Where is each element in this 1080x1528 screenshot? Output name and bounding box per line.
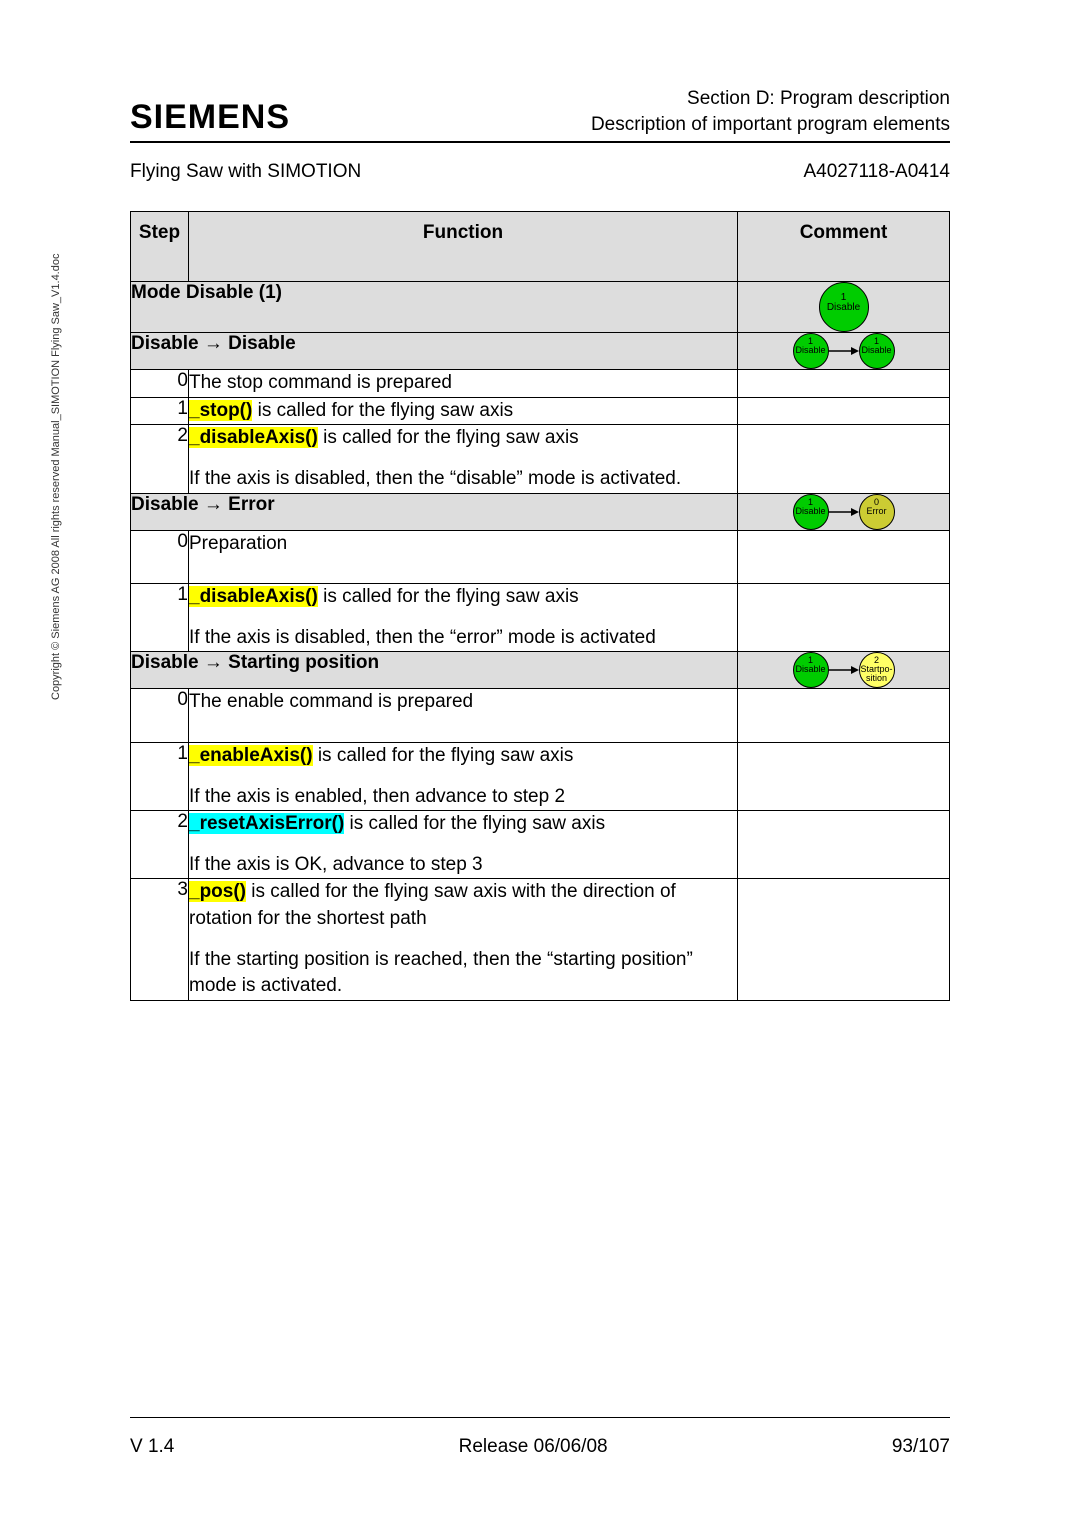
- table-row: 2_resetAxisError() is called for the fly…: [131, 811, 950, 879]
- section-header-row: Mode Disable (1) 1Disable: [131, 282, 950, 333]
- function-cell: _disableAxis() is called for the flying …: [189, 584, 738, 652]
- comment-cell: [738, 584, 950, 652]
- step-number: 2: [131, 425, 189, 493]
- footer-version: V 1.4: [130, 1436, 174, 1458]
- main-table: Step Function Comment Mode Disable (1)1D…: [130, 211, 950, 1001]
- comment-cell: [738, 370, 950, 398]
- section-label: Disable → Starting position: [131, 652, 738, 689]
- comment-cell: [738, 530, 950, 584]
- state-node: 1Disable: [859, 333, 895, 369]
- section-label: Disable → Error: [131, 493, 738, 530]
- table-row: 1_disableAxis() is called for the flying…: [131, 584, 950, 652]
- state-node: 1Disable: [793, 494, 829, 530]
- comment-cell: [738, 425, 950, 493]
- subheader: Flying Saw with SIMOTION A4027118-A0414: [130, 161, 950, 183]
- arrow-icon: [829, 506, 859, 518]
- section-header-row: Disable → Error1Disable 0Error: [131, 493, 950, 530]
- section-diagram: 1Disable 2Startpo-sition: [738, 652, 950, 689]
- page: Copyright © Siemens AG 2008 All rights r…: [0, 0, 1080, 1528]
- footer-release: Release 06/06/08: [459, 1436, 608, 1458]
- table-row: 2_disableAxis() is called for the flying…: [131, 425, 950, 493]
- function-cell: _pos() is called for the flying saw axis…: [189, 879, 738, 1000]
- table-row: 3_pos() is called for the flying saw axi…: [131, 879, 950, 1000]
- section-header-row: Disable → Disable1Disable 1Disable: [131, 333, 950, 370]
- table-header-row: Step Function Comment: [131, 212, 950, 282]
- section-label: Disable → Disable: [131, 333, 738, 370]
- section-title: Section D: Program description: [591, 86, 950, 112]
- step-number: 1: [131, 743, 189, 811]
- table-row: 0The stop command is prepared: [131, 370, 950, 398]
- section-header-row: Disable → Starting position1Disable 2Sta…: [131, 652, 950, 689]
- function-cell: Preparation: [189, 530, 738, 584]
- table-row: 1_stop() is called for the flying saw ax…: [131, 397, 950, 425]
- step-number: 1: [131, 397, 189, 425]
- comment-cell: [738, 397, 950, 425]
- footer: V 1.4 Release 06/06/08 93/107: [130, 1417, 950, 1458]
- state-node: 2Startpo-sition: [859, 652, 895, 688]
- step-number: 2: [131, 811, 189, 879]
- section-diagram: 1Disable 0Error: [738, 493, 950, 530]
- section-label: Mode Disable (1): [131, 282, 738, 333]
- step-number: 3: [131, 879, 189, 1000]
- function-cell: _disableAxis() is called for the flying …: [189, 425, 738, 493]
- section-diagram: 1Disable 1Disable: [738, 333, 950, 370]
- function-cell: _enableAxis() is called for the flying s…: [189, 743, 738, 811]
- table-row: 0Preparation: [131, 530, 950, 584]
- doc-title: Flying Saw with SIMOTION: [130, 161, 361, 183]
- col-function-header: Function: [189, 212, 738, 282]
- footer-page: 93/107: [892, 1436, 950, 1458]
- comment-cell: [738, 811, 950, 879]
- state-node: 0Error: [859, 494, 895, 530]
- comment-cell: [738, 689, 950, 743]
- state-node: 1Disable: [793, 333, 829, 369]
- state-node: 1Disable: [793, 652, 829, 688]
- arrow-icon: [829, 345, 859, 357]
- header-meta: Section D: Program description Descripti…: [591, 86, 950, 137]
- function-cell: _stop() is called for the flying saw axi…: [189, 397, 738, 425]
- function-cell: The stop command is prepared: [189, 370, 738, 398]
- table-row: 1_enableAxis() is called for the flying …: [131, 743, 950, 811]
- function-cell: _resetAxisError() is called for the flyi…: [189, 811, 738, 879]
- step-number: 0: [131, 530, 189, 584]
- state-node: 1Disable: [819, 282, 869, 332]
- col-comment-header: Comment: [738, 212, 950, 282]
- step-number: 0: [131, 689, 189, 743]
- step-number: 1: [131, 584, 189, 652]
- doc-number: A4027118-A0414: [804, 161, 951, 183]
- section-subtitle: Description of important program element…: [591, 112, 950, 138]
- header-row: SIEMENS Section D: Program description D…: [130, 86, 950, 143]
- arrow-icon: [829, 664, 859, 676]
- siemens-logo: SIEMENS: [130, 98, 290, 137]
- comment-cell: [738, 879, 950, 1000]
- function-cell: The enable command is prepared: [189, 689, 738, 743]
- copyright-side-text: Copyright © Siemens AG 2008 All rights r…: [50, 254, 62, 700]
- col-step-header: Step: [131, 212, 189, 282]
- step-number: 0: [131, 370, 189, 398]
- table-row: 0The enable command is prepared: [131, 689, 950, 743]
- comment-cell: [738, 743, 950, 811]
- section-diagram: 1Disable: [738, 282, 950, 333]
